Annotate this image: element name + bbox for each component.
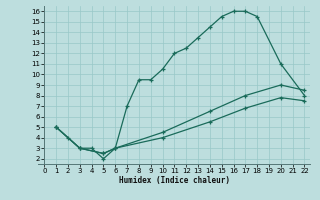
X-axis label: Humidex (Indice chaleur): Humidex (Indice chaleur) xyxy=(119,176,230,185)
